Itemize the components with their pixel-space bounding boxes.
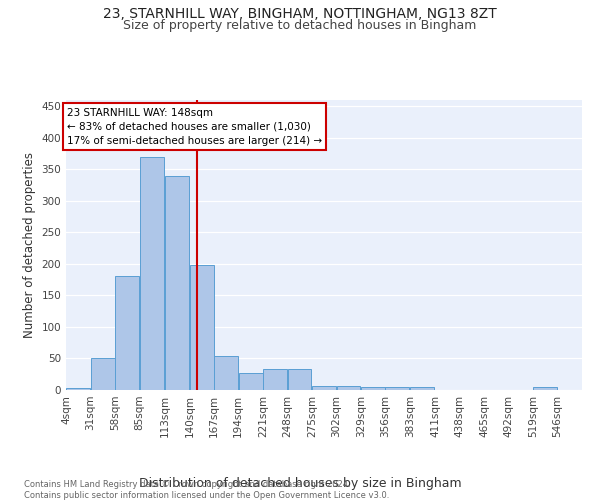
Bar: [287, 368, 311, 390]
Bar: [312, 386, 336, 390]
Bar: [214, 356, 238, 390]
Bar: [239, 373, 263, 390]
Text: 23, STARNHILL WAY, BINGHAM, NOTTINGHAM, NG13 8ZT: 23, STARNHILL WAY, BINGHAM, NOTTINGHAM, …: [103, 8, 497, 22]
Bar: [190, 264, 214, 390]
Bar: [410, 388, 434, 390]
Bar: [337, 386, 361, 390]
Bar: [385, 387, 409, 390]
Text: Contains HM Land Registry data © Crown copyright and database right 2024.
Contai: Contains HM Land Registry data © Crown c…: [24, 480, 389, 500]
Bar: [91, 358, 115, 390]
Bar: [533, 388, 557, 390]
Text: Distribution of detached houses by size in Bingham: Distribution of detached houses by size …: [139, 477, 461, 490]
Bar: [115, 276, 139, 390]
Y-axis label: Number of detached properties: Number of detached properties: [23, 152, 36, 338]
Bar: [66, 388, 90, 390]
Bar: [263, 369, 287, 390]
Bar: [165, 176, 189, 390]
Bar: [361, 387, 385, 390]
Bar: [140, 156, 164, 390]
Text: 23 STARNHILL WAY: 148sqm
← 83% of detached houses are smaller (1,030)
17% of sem: 23 STARNHILL WAY: 148sqm ← 83% of detach…: [67, 108, 322, 146]
Text: Size of property relative to detached houses in Bingham: Size of property relative to detached ho…: [124, 19, 476, 32]
